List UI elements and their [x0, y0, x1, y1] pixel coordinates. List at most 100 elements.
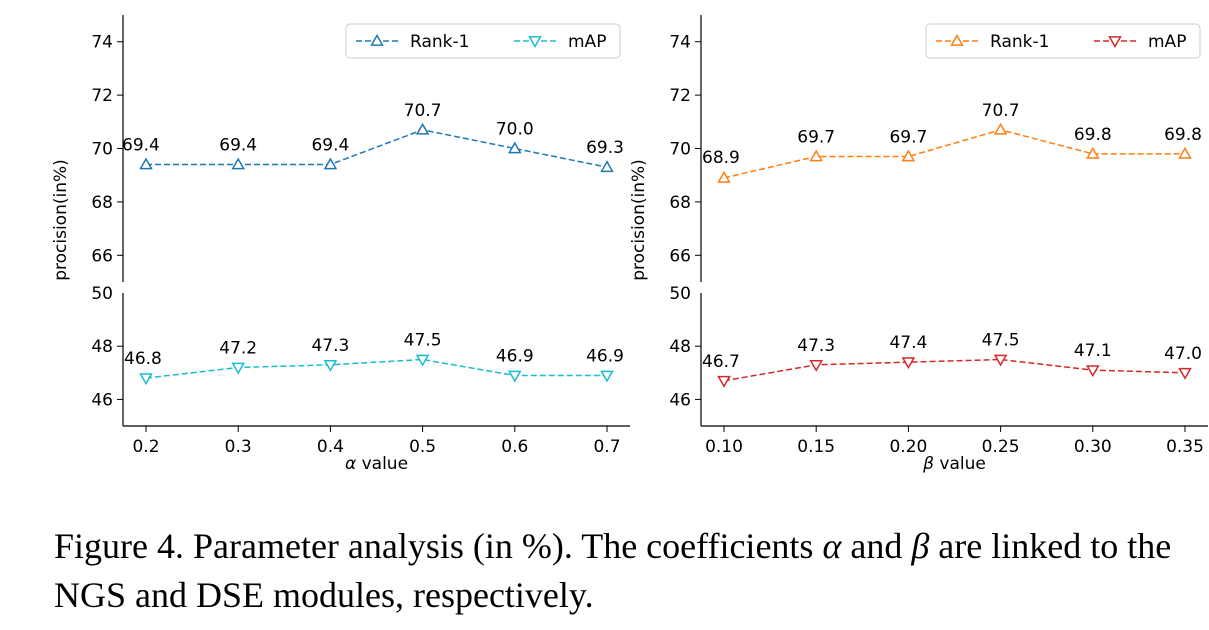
data-label: 69.7 [889, 128, 927, 148]
series-line [145, 358, 607, 379]
figure-caption: Figure 4. Parameter analysis (in %). The… [54, 522, 1194, 620]
x-axis-label: α value [345, 454, 408, 474]
y-tick-label: 72 [91, 86, 113, 106]
caption-middle: and [841, 526, 912, 566]
legend-label: Rank-1 [990, 32, 1049, 52]
x-axis-label: β value [922, 454, 986, 474]
x-tick-label: 0.20 [889, 437, 927, 457]
data-label: 47.5 [982, 331, 1020, 351]
series-line [723, 129, 1185, 179]
data-label: 47.3 [311, 336, 349, 356]
data-label: 47.4 [889, 333, 927, 353]
data-label: 70.7 [982, 101, 1020, 121]
x-tick-label: 0.5 [409, 437, 436, 457]
data-label: 46.8 [124, 349, 162, 369]
x-tick-label: 0.3 [225, 437, 252, 457]
x-axis-label-symbol: α [345, 454, 356, 474]
x-axis-label-text: value [934, 454, 986, 474]
y-tick-label: 66 [669, 246, 691, 266]
legend-label: mAP [1148, 32, 1186, 52]
x-tick-label: 0.35 [1166, 437, 1204, 457]
data-point [508, 370, 522, 383]
parameter-analysis-figure: 66 68 70 72 74 46 48 50 0.2 0.3 0.4 0.5 0.6 0.7 α valu… [51, 15, 1208, 474]
y-tick-label: 66 [91, 246, 113, 266]
data-label: 69.3 [586, 138, 624, 158]
data-point [508, 141, 522, 154]
x-tick-label: 0.25 [982, 437, 1020, 457]
beta-chart-panel: 66 68 70 72 74 46 48 50 0.10 0.15 0.20 0.25 0.30 0.35… [629, 15, 1208, 474]
legend-box [925, 23, 1201, 59]
data-label: 46.9 [496, 346, 534, 366]
data-label: 47.0 [1164, 344, 1202, 364]
data-point [809, 359, 823, 372]
data-label: 47.5 [404, 331, 442, 351]
y-axis-label: procision(in%) [51, 159, 71, 281]
data-point [1178, 367, 1192, 380]
y-tick-label: 74 [91, 33, 113, 53]
y-tick-label: 68 [669, 193, 691, 213]
legend-marker [370, 33, 384, 46]
data-point [901, 357, 916, 370]
data-label: 69.7 [797, 128, 835, 148]
data-point [717, 375, 731, 388]
data-point [600, 370, 614, 383]
data-label: 68.9 [702, 148, 740, 168]
x-tick-label: 0.6 [501, 437, 528, 457]
legend-label: Rank-1 [410, 32, 469, 52]
data-label: 47.1 [1074, 341, 1112, 361]
caption-prefix: Figure 4. Parameter analysis (in %). The… [54, 526, 823, 566]
y-tick-label: 70 [91, 140, 113, 160]
legend-marker [950, 33, 964, 46]
x-tick-label: 0.4 [317, 437, 344, 457]
data-point [901, 149, 916, 162]
y-tick-label: 72 [669, 86, 691, 106]
data-label: 46.9 [586, 346, 624, 366]
y-tick-label: 74 [669, 33, 691, 53]
y-tick-label: 50 [91, 284, 113, 304]
data-point [809, 149, 823, 162]
data-point [139, 157, 153, 170]
series-line [146, 129, 608, 168]
alpha-chart-panel: 66 68 70 72 74 46 48 50 0.2 0.3 0.4 0.5 0.6 0.7 α valu… [51, 15, 630, 474]
data-label: 70.0 [496, 120, 534, 140]
x-tick-label: 0.15 [797, 437, 835, 457]
y-tick-label: 48 [669, 337, 691, 357]
caption-beta-symbol: β [911, 526, 930, 566]
legend-marker [528, 36, 542, 49]
y-tick-label: 70 [669, 140, 691, 160]
data-point [717, 170, 731, 183]
chart-legend: Rank-1 mAP [345, 23, 621, 59]
data-label: 47.2 [219, 338, 257, 358]
x-axis-label-text: value [356, 454, 408, 474]
x-tick-label: 0.2 [132, 437, 159, 457]
caption-suffix: are linked to the NGS and DSE modules, r… [54, 526, 1172, 615]
data-label: 69.8 [1074, 125, 1112, 145]
legend-marker [1108, 36, 1122, 49]
y-axis-label: procision(in%) [629, 159, 649, 281]
data-label: 69.4 [219, 136, 257, 156]
y-tick-label: 68 [91, 193, 113, 213]
x-tick-label: 0.7 [593, 437, 620, 457]
data-label: 69.4 [311, 136, 349, 156]
data-point [231, 362, 245, 375]
data-label: 70.7 [404, 101, 442, 121]
caption-alpha-symbol: α [822, 526, 842, 566]
y-tick-label: 50 [669, 284, 691, 304]
data-label: 47.3 [797, 336, 835, 356]
y-tick-label: 48 [91, 337, 113, 357]
y-tick-label: 46 [91, 390, 113, 410]
data-point [993, 354, 1008, 367]
data-point [323, 157, 338, 170]
data-point [993, 122, 1008, 135]
series-line [723, 358, 1186, 382]
data-label: 46.7 [702, 352, 740, 372]
x-axis-label-symbol: β [922, 454, 934, 474]
data-point [1086, 146, 1100, 159]
x-tick-label: 0.30 [1074, 437, 1112, 457]
legend-box [345, 23, 621, 59]
data-label: 69.8 [1164, 125, 1202, 145]
y-tick-label: 46 [669, 390, 691, 410]
data-label: 69.4 [122, 136, 160, 156]
data-point [323, 359, 338, 372]
data-point [139, 373, 153, 386]
